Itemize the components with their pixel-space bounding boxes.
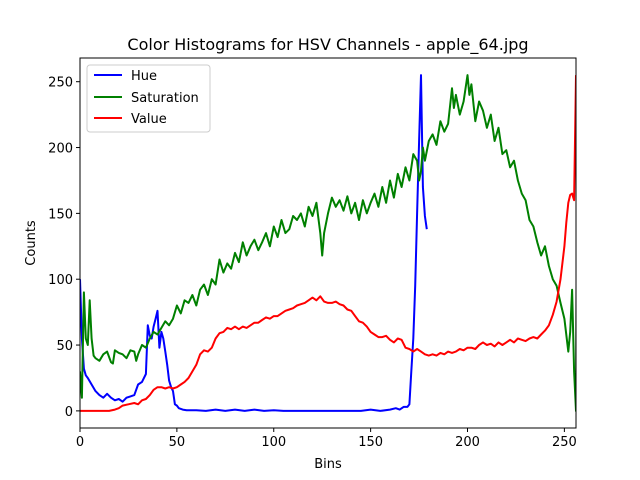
x-axis-label: Bins bbox=[314, 457, 342, 472]
y-axis-label: Counts bbox=[24, 220, 39, 266]
plot-frame bbox=[79, 57, 577, 429]
series-line-hue bbox=[80, 74, 428, 412]
y-tick-label: 150 bbox=[48, 207, 73, 222]
plot-lines bbox=[80, 74, 576, 412]
legend: Hue Saturation Value bbox=[86, 64, 211, 133]
series-line-value bbox=[80, 75, 576, 412]
legend-label-value: Value bbox=[131, 112, 167, 127]
y-tick-label: 0 bbox=[65, 405, 73, 420]
x-tick-label: 50 bbox=[169, 435, 186, 450]
x-tick-label: 200 bbox=[455, 435, 480, 450]
series-line-saturation bbox=[80, 74, 576, 412]
y-tick-label: 250 bbox=[48, 76, 73, 91]
x-tick-label: 250 bbox=[552, 435, 577, 450]
legend-label-saturation: Saturation bbox=[131, 91, 199, 106]
y-tick-label: 200 bbox=[48, 142, 73, 157]
chart-title: Color Histograms for HSV Channels - appl… bbox=[127, 35, 528, 55]
y-tick-label: 100 bbox=[48, 273, 73, 288]
legend-box bbox=[86, 64, 211, 133]
legend-label-hue: Hue bbox=[131, 69, 157, 84]
x-axis: 0 50 100 150 200 250 bbox=[76, 428, 577, 450]
y-axis: 0 50 100 150 200 250 bbox=[48, 76, 80, 420]
y-tick-label: 50 bbox=[56, 339, 73, 354]
x-tick-label: 100 bbox=[261, 435, 286, 450]
x-tick-label: 0 bbox=[76, 435, 84, 450]
x-tick-label: 150 bbox=[358, 435, 383, 450]
